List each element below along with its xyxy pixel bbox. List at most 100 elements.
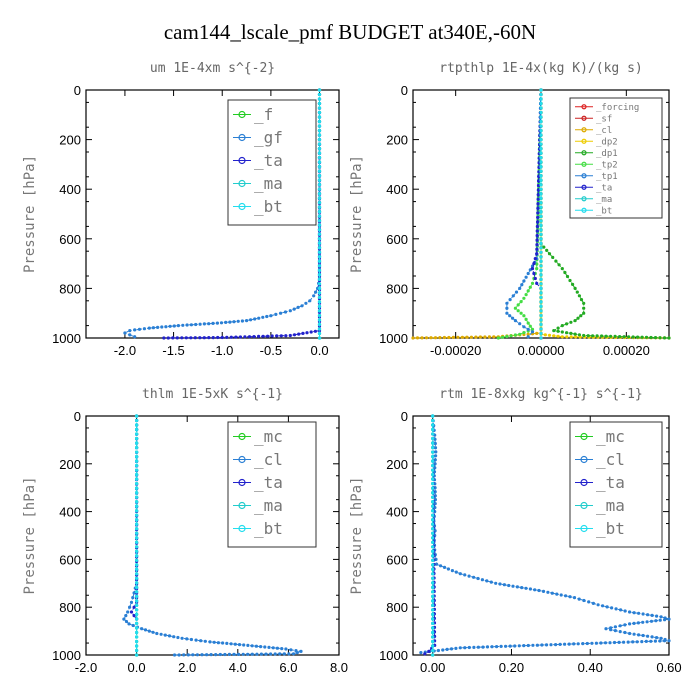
series-point (653, 336, 658, 340)
x-tick-label: 4.0 (229, 660, 247, 675)
series-point (619, 608, 623, 612)
series-point (431, 500, 435, 504)
x-tick-label: 6.0 (279, 660, 297, 675)
series-point (641, 620, 645, 624)
series-point (640, 640, 644, 644)
series-point (552, 334, 556, 338)
series-point (573, 319, 577, 323)
series-point (646, 634, 650, 638)
series-point (539, 92, 543, 97)
series-point (539, 255, 543, 259)
series-point (229, 642, 233, 646)
series-point (431, 468, 435, 472)
series-cl (411, 88, 543, 340)
series-point (132, 614, 136, 618)
series-point (536, 215, 540, 219)
x-tick-label: 8.0 (330, 660, 348, 675)
series-point (644, 335, 649, 339)
series-point (539, 237, 543, 241)
series-point (147, 326, 151, 330)
series-point (433, 498, 437, 502)
x-tick-label: -2.0 (75, 660, 97, 675)
legend-marker (238, 179, 246, 188)
series-point (240, 319, 244, 323)
series-point (519, 300, 523, 304)
series-point (171, 336, 175, 340)
series-point (243, 335, 247, 339)
series-point (587, 600, 591, 604)
y-tick-label: 0 (74, 83, 81, 98)
series-point (565, 274, 570, 279)
series-point (317, 277, 322, 281)
series-point (164, 325, 168, 329)
series-point (180, 336, 184, 340)
series-point (135, 482, 139, 486)
series-point (317, 120, 322, 124)
series-point (202, 336, 206, 340)
series-point (317, 250, 322, 254)
series-point (198, 322, 202, 326)
series-point (535, 238, 539, 242)
series-point (211, 321, 215, 325)
series-point (122, 617, 126, 621)
series-point (559, 593, 563, 597)
series-point (227, 652, 231, 657)
legend-label: _ma (596, 195, 612, 205)
series-point (198, 336, 202, 340)
series-point (431, 464, 435, 468)
series-point (250, 644, 254, 648)
series-point (172, 635, 176, 639)
series-point (662, 336, 667, 340)
series-point (549, 643, 553, 647)
series-point (590, 641, 594, 645)
series-point (499, 644, 503, 649)
series-point (530, 327, 535, 331)
series-point (193, 336, 197, 340)
series-point (261, 315, 265, 319)
series-point (539, 219, 543, 223)
series-point (535, 331, 539, 335)
series-point (423, 652, 427, 656)
series-point (613, 334, 617, 338)
series-point (532, 271, 536, 276)
series-point (185, 637, 189, 641)
series-point (189, 336, 193, 340)
series-point (431, 576, 435, 580)
series-point (431, 590, 435, 594)
series-point (546, 590, 550, 594)
series-point (133, 328, 137, 332)
series-point (533, 257, 537, 261)
series-point (667, 336, 671, 340)
y-axis-label: Pressure [hPa] (22, 476, 38, 594)
series-point (509, 334, 513, 338)
series-point (317, 124, 322, 128)
plot-frame (412, 415, 670, 656)
legend-marker (238, 110, 246, 119)
series-point (564, 594, 568, 598)
series-point (317, 196, 322, 200)
series-point (279, 334, 283, 338)
series-point (537, 588, 541, 593)
series-point (560, 324, 564, 328)
series-point (530, 330, 535, 334)
series-point (569, 331, 573, 335)
series-point (420, 336, 424, 340)
series-point (618, 630, 622, 634)
legend-label: _ta (254, 151, 283, 170)
series-point (517, 644, 521, 648)
series-point (263, 645, 267, 649)
series-point (259, 652, 263, 656)
series-point (545, 248, 549, 252)
series-point (539, 156, 543, 160)
series-point (513, 644, 517, 648)
series-point (438, 336, 442, 340)
series-point (135, 621, 139, 626)
series-point (135, 644, 139, 648)
legend-label: _tp2 (596, 160, 618, 170)
series-point (535, 224, 540, 228)
series-point (526, 289, 530, 293)
series-point (507, 583, 511, 588)
series-point (530, 281, 535, 285)
series-point (135, 585, 139, 590)
series-point (189, 637, 193, 642)
